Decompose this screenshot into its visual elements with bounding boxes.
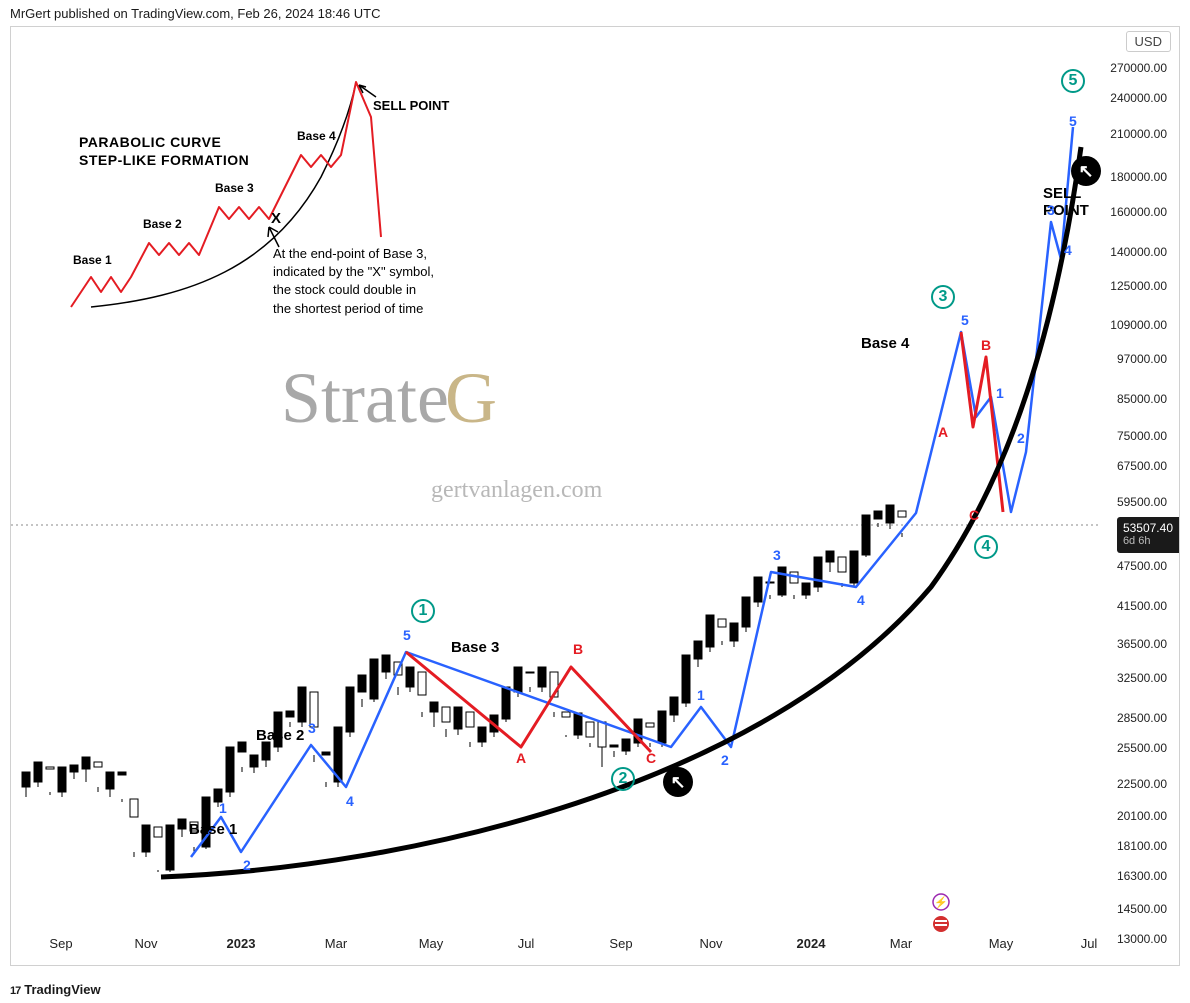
y-tick: 160000.00 [1110,205,1167,219]
footer-brand: 17 TradingView [10,982,101,997]
wave-circle: 3 [931,285,955,309]
x-tick: 2024 [797,936,826,951]
y-tick: 270000.00 [1110,61,1167,75]
inset-base-label: Base 3 [215,181,254,195]
y-tick: 85000.00 [1117,392,1167,406]
y-tick: 20100.00 [1117,809,1167,823]
base-label: Base 2 [256,727,304,744]
y-tick: 36500.00 [1117,637,1167,651]
y-tick: 47500.00 [1117,559,1167,573]
y-tick: 14500.00 [1117,902,1167,916]
x-tick: Sep [609,936,632,951]
wave-circle: 1 [411,599,435,623]
wave-circle: 4 [974,535,998,559]
x-tick: May [419,936,444,951]
y-tick: 28500.00 [1117,711,1167,725]
wave-label-blue: 5 [961,312,969,328]
wave-label-red: C [969,507,979,523]
y-tick: 125000.00 [1110,279,1167,293]
inset-title: PARABOLIC CURVE STEP-LIKE FORMATION [79,133,249,169]
base-label: Base 3 [451,639,499,656]
y-tick: 16300.00 [1117,869,1167,883]
wave-label-red: A [938,424,948,440]
wave-label-blue: 2 [243,857,251,873]
y-tick: 59500.00 [1117,495,1167,509]
current-price-box: 53507.40 6d 6h [1117,517,1179,553]
y-tick: 240000.00 [1110,91,1167,105]
wave-label-blue: 1 [697,687,705,703]
x-tick: May [989,936,1014,951]
wave-label-red: A [516,750,526,766]
wave-label-red: B [981,337,991,353]
publish-header: MrGert published on TradingView.com, Feb… [0,0,1190,25]
footer-text: TradingView [24,982,100,997]
x-tick: Jul [1081,936,1098,951]
y-tick: 210000.00 [1110,127,1167,141]
wave-label-blue: 2 [1017,430,1025,446]
y-tick: 180000.00 [1110,170,1167,184]
inset-base-label: Base 1 [73,253,112,267]
chart-container: USD StrateG gertvanlagen.com ⚡ 270000.00… [10,26,1180,966]
x-tick: Mar [325,936,347,951]
x-tick: Nov [699,936,722,951]
wave-label-blue: 3 [773,547,781,563]
wave-label-red: B [573,641,583,657]
y-tick: 75000.00 [1117,429,1167,443]
svg-text:⚡: ⚡ [934,896,948,909]
x-tick: Jul [518,936,535,951]
inset-base-label: Base 4 [297,129,336,143]
inset-base-label: Base 2 [143,217,182,231]
wave-label-blue: 5 [1069,113,1077,129]
y-tick: 22500.00 [1117,777,1167,791]
y-tick: 109000.00 [1110,318,1167,332]
wave-label-blue: 2 [721,752,729,768]
y-tick: 41500.00 [1117,599,1167,613]
x-tick: Sep [49,936,72,951]
wave-circle: 5 [1061,69,1085,93]
price-countdown: 6d 6h [1123,535,1173,548]
x-tick: 2023 [227,936,256,951]
inset-sellpoint: SELL POINT [373,98,449,113]
parabolic-arrow-icon: ↖ [1071,156,1101,186]
y-tick: 32500.00 [1117,671,1167,685]
y-tick: 25500.00 [1117,741,1167,755]
wave-label-blue: 4 [857,592,865,608]
y-tick: 13000.00 [1117,932,1167,946]
wave-label-blue: 4 [346,793,354,809]
base-label: Base 1 [189,821,237,838]
wave-label-blue: 3 [308,720,316,736]
y-tick: 18100.00 [1117,839,1167,853]
base-label: Base 4 [861,335,909,352]
inset-x-mark: X [271,210,281,227]
parabolic-arrow-icon: ↖ [663,767,693,797]
x-tick: Mar [890,936,912,951]
y-tick: 67500.00 [1117,459,1167,473]
inset-caption: At the end-point of Base 3, indicated by… [273,245,473,318]
tv-logo-icon: 17 [10,985,20,997]
wave-label-blue: 1 [996,385,1004,401]
x-tick: Nov [134,936,157,951]
wave-label-blue: 1 [219,800,227,816]
y-tick: 140000.00 [1110,245,1167,259]
wave-label-blue: 3 [1047,202,1055,218]
price-value: 53507.40 [1123,521,1173,535]
y-tick: 97000.00 [1117,352,1167,366]
wave-circle: 2 [611,767,635,791]
wave-label-blue: 5 [403,627,411,643]
wave-label-blue: 4 [1064,242,1072,258]
wave-label-red: C [646,750,656,766]
